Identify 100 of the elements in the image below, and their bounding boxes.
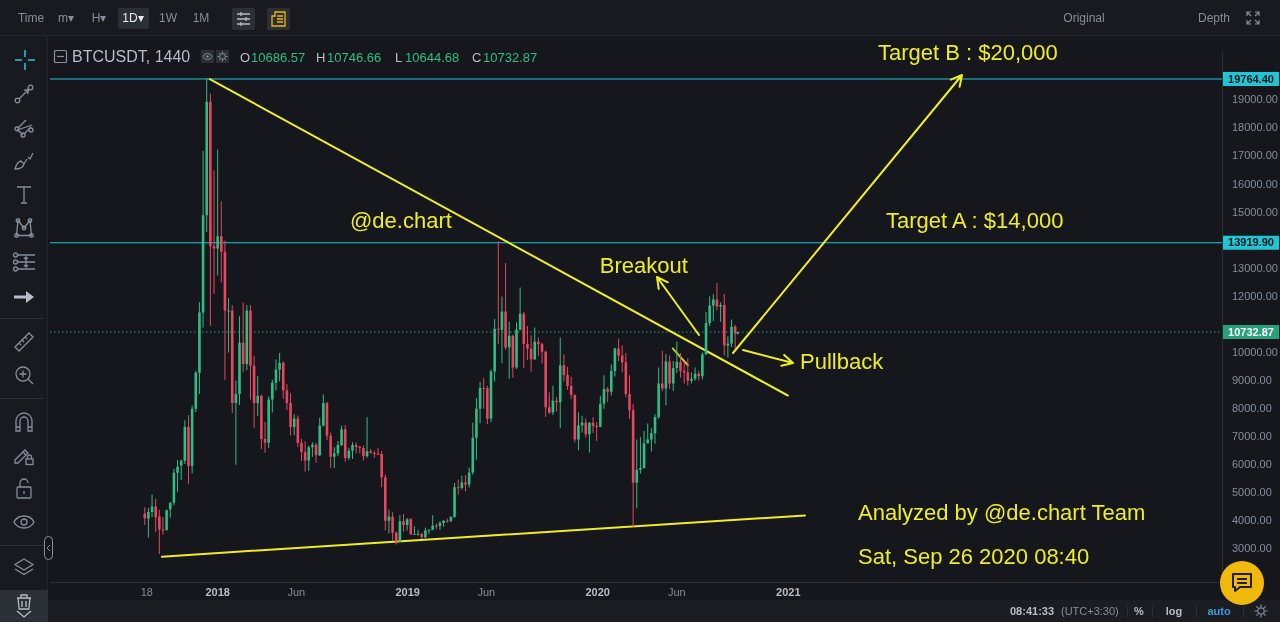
candlestick — [507, 321, 511, 379]
annotation: 10732.87 — [483, 49, 538, 65]
candlestick — [533, 327, 537, 360]
candlestick — [679, 352, 682, 378]
candlestick — [464, 475, 467, 492]
candlestick — [726, 336, 730, 358]
candlestick — [493, 319, 496, 382]
text: 1W — [159, 11, 177, 25]
x-tick-label: 2021 — [776, 585, 801, 598]
text: 08:41:33 — [1010, 604, 1055, 617]
candlestick — [147, 508, 150, 538]
candlestick — [660, 350, 664, 392]
candlestick — [453, 482, 456, 518]
annotation: Breakout — [599, 252, 688, 278]
candlestick — [227, 297, 230, 353]
candlestick — [682, 363, 686, 384]
candlestick — [230, 304, 234, 413]
candlestick — [278, 352, 281, 382]
candlestick — [176, 459, 179, 492]
y-tick-label: 5000.00 — [1232, 485, 1272, 498]
candlestick — [354, 442, 358, 454]
y-tick-label: 8000.00 — [1232, 401, 1272, 414]
annotation: L — [395, 49, 403, 65]
candlestick — [442, 519, 445, 527]
candlestick — [526, 326, 529, 360]
candlestick — [362, 445, 365, 461]
candlestick — [209, 93, 212, 326]
y-tick-label: 13000.00 — [1232, 261, 1278, 274]
candlestick — [617, 338, 620, 362]
text: 1D▾ — [122, 11, 144, 25]
candlestick — [307, 445, 311, 471]
candlestick — [496, 241, 500, 345]
candlestick — [650, 428, 653, 452]
text: % — [1134, 604, 1144, 617]
candlestick — [588, 422, 591, 453]
candlestick — [394, 531, 398, 545]
annotation: C — [472, 49, 482, 65]
y-tick-label: 4000.00 — [1232, 513, 1272, 526]
candlestick — [606, 387, 609, 402]
candlestick — [187, 414, 190, 484]
candlestick — [391, 512, 394, 541]
candlestick — [238, 316, 241, 406]
annotation: Target A : $14,000 — [886, 208, 1064, 233]
candlestick — [424, 527, 427, 539]
candlestick — [212, 170, 216, 294]
candlestick — [329, 432, 332, 469]
annotation: 10644.68 — [405, 49, 460, 65]
candlestick — [719, 302, 722, 322]
candlestick — [263, 422, 267, 453]
candlestick — [234, 380, 238, 465]
text: log — [1165, 604, 1183, 617]
candlestick — [260, 394, 263, 450]
candlestick — [384, 474, 387, 531]
text: 1M — [192, 11, 210, 25]
candlestick — [548, 392, 551, 415]
ref-line-label: 19764.40 — [1228, 72, 1274, 85]
candlestick — [431, 515, 434, 531]
candlestick — [318, 417, 321, 456]
candlestick — [537, 337, 540, 356]
candlestick — [715, 282, 719, 311]
y-tick-label: 10000.00 — [1232, 345, 1278, 358]
annotation: 10686.57 — [251, 49, 306, 65]
candlestick — [690, 372, 693, 384]
candlestick — [639, 437, 642, 474]
candlestick — [165, 509, 168, 531]
y-tick-label: 15000.00 — [1232, 205, 1278, 218]
x-tick-label: Jun — [287, 585, 306, 598]
annotation: @de.chart — [350, 208, 452, 233]
x-tick-label: 2019 — [395, 585, 420, 598]
candlestick — [387, 509, 391, 534]
chart-title: BTCUSDT, 1440 — [72, 48, 191, 65]
candlestick — [635, 439, 639, 509]
candlestick — [351, 442, 354, 460]
candlestick — [413, 526, 416, 535]
candlestick — [712, 294, 715, 321]
y-tick-label: 6000.00 — [1232, 457, 1272, 470]
candlestick — [358, 445, 362, 454]
candlestick — [303, 441, 307, 472]
text: m▾ — [58, 11, 74, 25]
candlestick — [420, 532, 424, 539]
y-tick-label: 3000.00 — [1232, 541, 1272, 554]
candlestick — [445, 518, 449, 523]
candlestick — [722, 294, 726, 356]
y-tick-label: 9000.00 — [1232, 373, 1272, 386]
y-tick-label: 12000.00 — [1232, 289, 1278, 302]
x-tick-label: Jun — [668, 585, 686, 598]
text: (UTC+3:30) — [1061, 604, 1119, 617]
annotation: 10746.66 — [327, 49, 382, 65]
candlestick — [373, 450, 376, 458]
ref-line-label: 10732.87 — [1228, 325, 1274, 338]
candlestick — [216, 149, 219, 276]
candlestick — [555, 397, 558, 412]
text: Time — [17, 11, 45, 25]
candlestick — [369, 449, 373, 454]
candlestick — [365, 417, 369, 458]
candlestick — [402, 514, 405, 532]
candlestick — [736, 331, 740, 335]
y-tick-label: 17000.00 — [1232, 149, 1278, 162]
candlestick — [198, 302, 201, 395]
text: Depth — [1197, 11, 1231, 25]
